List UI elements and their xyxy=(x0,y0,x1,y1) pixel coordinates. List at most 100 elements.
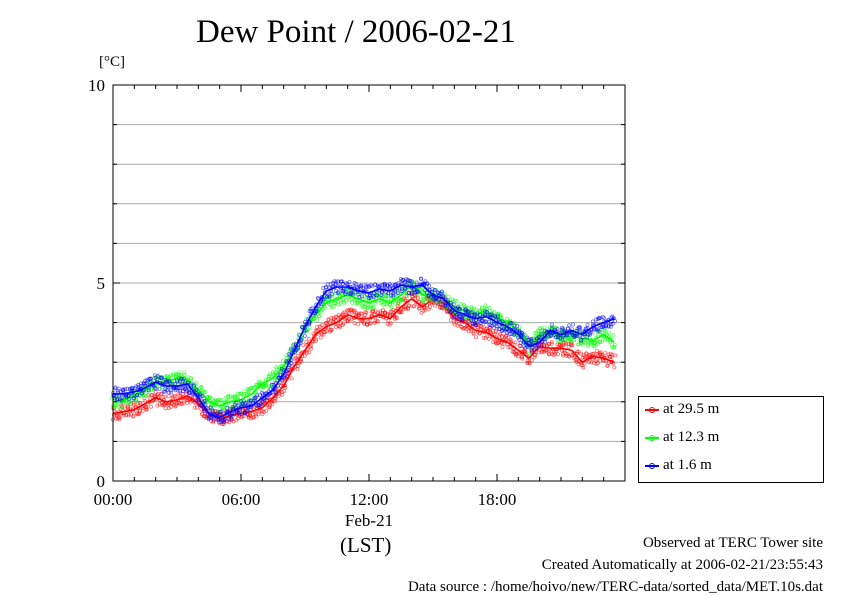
data-point xyxy=(493,314,498,319)
data-point xyxy=(149,404,154,409)
data-point xyxy=(203,390,208,395)
legend-swatch-red xyxy=(645,406,659,413)
data-point xyxy=(596,329,601,334)
legend: at 29.5 m at 12.3 m at 1.6 m xyxy=(638,396,824,483)
data-point xyxy=(305,327,310,332)
footer-data-source: Data source : /home/hoivo/new/TERC-data/… xyxy=(407,579,823,595)
data-point xyxy=(148,377,153,382)
data-point xyxy=(343,291,348,296)
data-point xyxy=(211,420,216,425)
data-point xyxy=(131,414,136,419)
data-point xyxy=(487,319,492,324)
data-point xyxy=(485,309,490,314)
data-point xyxy=(499,325,504,330)
data-point xyxy=(248,398,253,403)
data-point xyxy=(328,281,333,286)
data-point xyxy=(449,308,454,313)
data-point xyxy=(412,304,417,309)
data-point xyxy=(609,338,614,343)
data-point xyxy=(296,364,301,369)
data-point xyxy=(331,315,336,320)
data-point xyxy=(323,306,328,311)
data-point xyxy=(169,373,174,378)
data-point xyxy=(587,360,592,365)
data-point xyxy=(347,298,352,303)
data-point xyxy=(140,408,145,413)
data-point xyxy=(523,347,528,352)
data-point xyxy=(513,327,518,332)
data-point xyxy=(296,347,301,352)
data-point xyxy=(296,345,301,350)
data-point xyxy=(527,351,532,356)
series-line xyxy=(113,284,615,419)
data-point xyxy=(422,281,427,286)
data-point xyxy=(349,310,354,315)
data-point xyxy=(612,345,617,350)
data-point xyxy=(500,333,505,338)
data-point xyxy=(222,418,227,423)
data-point xyxy=(470,310,475,315)
data-point xyxy=(329,328,334,333)
data-point xyxy=(187,389,192,394)
data-point xyxy=(500,345,505,350)
data-point xyxy=(350,292,355,297)
data-point xyxy=(168,390,173,395)
data-point xyxy=(532,331,537,336)
data-point xyxy=(350,300,355,305)
data-point xyxy=(600,339,605,344)
data-point xyxy=(436,301,441,306)
data-point xyxy=(382,302,387,307)
data-point xyxy=(533,353,538,358)
y-tick-label: 5 xyxy=(97,274,106,293)
series-at-29-5-m xyxy=(110,290,618,427)
data-point xyxy=(474,323,479,328)
data-point xyxy=(417,306,422,311)
data-point xyxy=(539,332,544,337)
data-point xyxy=(175,400,180,405)
data-point xyxy=(423,308,428,313)
data-point xyxy=(352,308,357,313)
data-point xyxy=(248,398,253,403)
data-point xyxy=(176,379,181,384)
data-point xyxy=(283,385,288,390)
data-point xyxy=(282,389,287,394)
data-point xyxy=(239,414,244,419)
data-point xyxy=(542,325,547,330)
data-point xyxy=(613,319,618,324)
data-point xyxy=(386,318,391,323)
data-point xyxy=(131,413,136,418)
data-point xyxy=(199,384,204,389)
data-point xyxy=(253,412,258,417)
data-point xyxy=(492,309,497,314)
data-point xyxy=(157,386,162,391)
data-point xyxy=(507,328,512,333)
data-point xyxy=(115,388,120,393)
data-point xyxy=(255,383,260,388)
data-point xyxy=(487,305,492,310)
data-point xyxy=(512,323,517,328)
data-point xyxy=(550,322,555,327)
data-point xyxy=(419,276,424,281)
data-point xyxy=(341,321,346,326)
data-point xyxy=(245,407,250,412)
data-point xyxy=(140,391,145,396)
data-point xyxy=(389,293,394,298)
data-point xyxy=(136,412,141,417)
data-point xyxy=(258,387,263,392)
legend-item-1-6m: at 1.6 m xyxy=(645,457,712,474)
data-point xyxy=(132,396,137,401)
data-point xyxy=(471,331,476,336)
data-point xyxy=(527,356,532,361)
data-point xyxy=(576,349,581,354)
data-point xyxy=(342,298,347,303)
data-point xyxy=(125,386,130,391)
data-point xyxy=(151,383,156,388)
data-point xyxy=(353,300,358,305)
data-point xyxy=(596,327,601,332)
data-point xyxy=(475,320,480,325)
data-point xyxy=(120,404,125,409)
data-point xyxy=(434,301,439,306)
data-point xyxy=(600,314,605,319)
data-point xyxy=(445,298,450,303)
